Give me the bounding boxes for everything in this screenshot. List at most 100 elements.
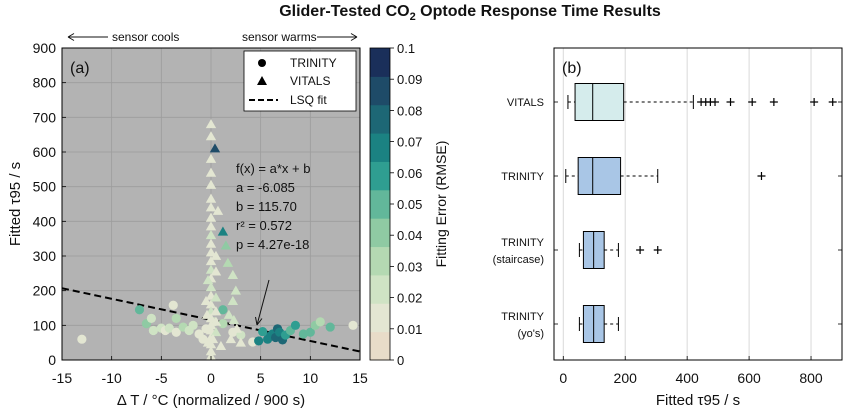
figure-title: Glider-Tested CO2 Optode Response Time R… (279, 3, 661, 23)
trinity-point (315, 317, 325, 327)
vitals-point (222, 257, 234, 267)
trinity-point (77, 334, 87, 344)
panel-a-xtick-label: 5 (257, 370, 265, 386)
outlier-marker (828, 98, 837, 106)
fit-line-1: f(x) = a*x + b (236, 161, 310, 176)
box (574, 83, 625, 121)
panel-a-xtick-label: -15 (52, 370, 72, 386)
colorbar-tick-label: 0.03 (397, 259, 422, 274)
trinity-point (164, 323, 174, 333)
trinity-point (236, 330, 246, 340)
panel-a-ytick-label: 500 (33, 179, 57, 195)
vitals-point (205, 320, 217, 330)
panel-b-grid (562, 48, 812, 360)
fit-pointer-arrow (256, 279, 270, 326)
colorbar-swatch (370, 133, 390, 162)
colorbar-swatch (370, 218, 390, 248)
colorbar-swatches (370, 48, 390, 361)
vitals-point (210, 292, 222, 302)
panel-a-xtick-label: 15 (352, 370, 368, 386)
legend-trinity-label: TRINITY (290, 56, 337, 70)
colorbar-swatch (370, 76, 390, 106)
vitals-point (200, 295, 212, 305)
panel-a-ticks: -15 -10 -5 0 5 10 15 0 100 200 300 400 500 600 700 800 9… (33, 40, 368, 386)
outlier-marker (810, 98, 819, 106)
panel-b-category-label: TRINITY (501, 311, 544, 323)
vitals-point (217, 226, 229, 236)
vitals-point (212, 205, 224, 215)
fit-line-3: b = 115.70 (236, 199, 297, 214)
colorbar-swatch (370, 104, 390, 134)
panel-b-xtick-label: 0 (559, 370, 567, 386)
legend-fit-label: LSQ fit (290, 93, 327, 107)
vitals-point (205, 119, 217, 129)
vitals-point (205, 238, 217, 248)
vitals-point (205, 221, 217, 231)
colorbar-swatch (370, 331, 390, 361)
boxplot-2 (578, 231, 662, 269)
panel-a-points (77, 119, 358, 361)
trinity-point (218, 319, 228, 329)
vitals-point (202, 275, 214, 285)
vitals-point (205, 202, 217, 212)
panel-a-xtick-label: -5 (155, 370, 168, 386)
panel-a-xtick-label: 10 (303, 370, 319, 386)
direction-annotation-right: sensor warms (242, 30, 358, 44)
outlier-marker (711, 98, 720, 106)
trinity-point (171, 313, 181, 323)
fit-line-4: r² = 0.572 (236, 218, 292, 233)
fit-line-5: p = 4.27e-18 (236, 237, 309, 252)
trinity-point (305, 327, 315, 337)
colorbar: 0 0.01 0.02 0.03 0.04 0.05 0.06 0.07 0.08 0.09 0.1… (369, 41, 449, 368)
panel-b-category-label: TRINITY (501, 171, 544, 183)
panel-b-boxes (565, 83, 837, 343)
vitals-point (205, 256, 217, 266)
legend-circle-marker (258, 59, 266, 67)
colorbar-tick-label: 0.08 (397, 103, 422, 118)
panel-a-ytick-label: 200 (33, 283, 57, 299)
vitals-point (230, 285, 242, 295)
sensor-warms-label: sensor warms (242, 30, 317, 44)
vitals-point (210, 250, 222, 260)
legend-triangle-marker (257, 76, 267, 85)
panel-b: 0 200 400 600 800 VITALS TRINITY TRINITY (stairc… (493, 47, 843, 409)
panel-a-ylabel: Fitted τ95 / s (7, 162, 24, 246)
vitals-point (205, 230, 217, 240)
direction-annotation-left: sensor cools (67, 30, 179, 44)
colorbar-swatch (370, 161, 390, 191)
outlier-marker (748, 98, 757, 106)
vitals-point (205, 179, 217, 189)
fit-equation: f(x) = a*x + b a = -6.085 b = 115.70 r² … (236, 161, 310, 326)
vitals-point (205, 346, 217, 356)
trinity-point (146, 313, 156, 323)
colorbar-swatch (370, 189, 390, 219)
trinity-point (254, 336, 264, 346)
panel-a-legend: TRINITY VITALS LSQ fit (243, 50, 357, 112)
colorbar-tick-label: 0.04 (397, 228, 422, 243)
colorbar-tick-label: 0.06 (397, 166, 422, 181)
outlier-marker (726, 98, 735, 106)
panel-a-fit-line (61, 287, 361, 353)
panel-a-label: (a) (70, 60, 90, 77)
colorbar-tick-label: 0.07 (397, 135, 422, 150)
panel-b-ticks: 0 200 400 600 800 VITALS TRINITY TRINITY (stairc… (493, 97, 842, 386)
panel-b-category-label: (staircase) (493, 254, 544, 266)
vitals-point (210, 316, 222, 326)
trinity-point (148, 325, 158, 336)
vitals-point (215, 340, 227, 351)
trinity-point (258, 326, 268, 337)
panel-a-ytick-label: 300 (33, 248, 57, 264)
panel-a-ytick-label: 700 (33, 109, 57, 125)
colorbar-tick-label: 0.05 (397, 197, 422, 212)
fit-pointer-arrow-head (255, 316, 263, 326)
panel-b-frame (553, 47, 843, 361)
vitals-point (235, 337, 246, 347)
vitals-point (210, 266, 222, 276)
panel-b-category-label: TRINITY (501, 237, 544, 249)
panel-a: -15 -10 -5 0 5 10 15 0 100 200 300 400 500 600 700 800 9… (7, 30, 368, 409)
panel-a-xtick-label: -10 (102, 370, 122, 386)
vitals-point (205, 282, 217, 292)
panel-b-xtick-label: 400 (675, 370, 699, 386)
panel-b-xtick-label: 800 (799, 370, 823, 386)
